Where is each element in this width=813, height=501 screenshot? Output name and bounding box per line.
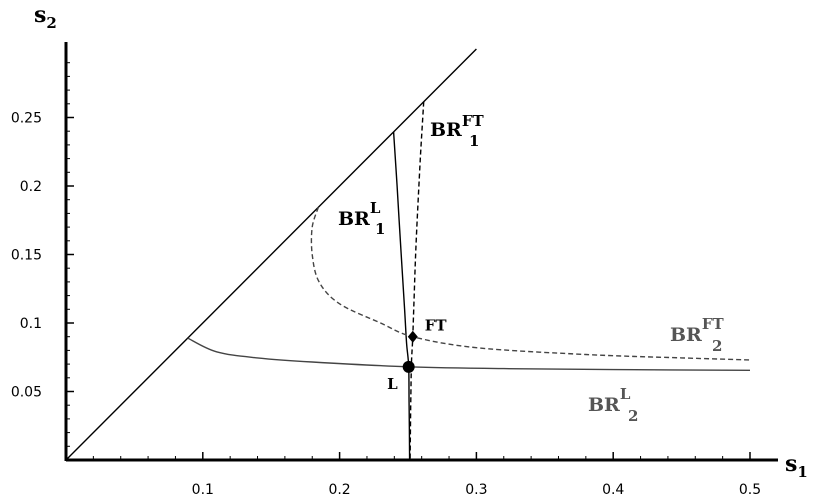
y-tick-label: 0.15 — [11, 248, 42, 264]
x-tick-label: 0.3 — [465, 482, 487, 498]
y-tick-label: 0.25 — [11, 111, 42, 127]
curve-br2-l — [187, 337, 751, 371]
x-tick-label: 0.4 — [602, 482, 624, 498]
point-l-marker — [402, 360, 415, 373]
br1-ft-label: BRFT 1 — [430, 112, 485, 150]
curve-diagonal — [65, 48, 477, 461]
x-axis-title: s1 — [785, 451, 808, 481]
y-tick-label: 0.05 — [11, 385, 42, 401]
curve-br2-ft — [310, 206, 751, 361]
y-ticks-group: 0.05 0.1 0.15 0.2 0.25 — [11, 62, 74, 447]
x-tick-label: 0.2 — [328, 482, 350, 498]
y-axis-title: s2 — [34, 2, 57, 32]
axes-group — [64, 42, 778, 462]
point-ft-label: FT — [425, 317, 448, 335]
curve-br1-ft — [409, 101, 425, 461]
br2-ft-label: BRFT 2 — [670, 315, 725, 355]
point-ft-marker — [407, 330, 418, 343]
x-ticks-group: 0.1 0.2 0.3 0.4 0.5 — [92, 452, 761, 498]
curve-br1-l — [392, 131, 411, 461]
y-tick-label: 0.2 — [20, 179, 42, 195]
point-l-label: L — [387, 375, 398, 393]
br1-l-label: BRL 1 — [338, 199, 385, 238]
x-tick-label: 0.1 — [192, 482, 214, 498]
curves-group — [65, 48, 751, 461]
y-tick-label: 0.1 — [20, 316, 42, 332]
br2-l-label: BRL 2 — [588, 385, 638, 425]
x-tick-label: 0.5 — [739, 482, 761, 498]
equilibrium-points-group: L FT — [387, 317, 447, 393]
